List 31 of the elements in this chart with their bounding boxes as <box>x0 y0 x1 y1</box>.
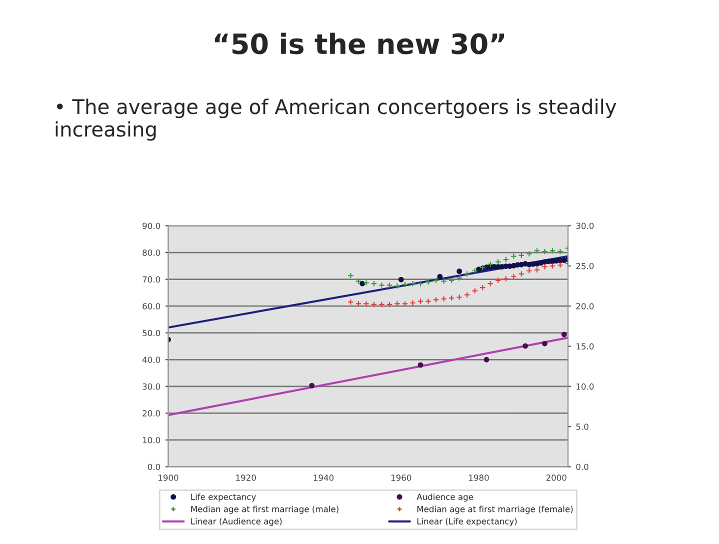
y-tick-label: 0.0 <box>148 464 160 470</box>
y-tick-label: 30.0 <box>142 383 160 390</box>
y2-tick-label: 5.0 <box>576 424 588 430</box>
y2-tick-label: 15.0 <box>576 343 594 350</box>
chart-subtitle: • The average age of American concertgoers is steadily increasing <box>56 98 616 141</box>
y-tick-label: 80.0 <box>142 250 160 256</box>
chart-title: “50 is the new 30” <box>214 32 504 54</box>
y2-tick-label: 30.0 <box>576 222 594 230</box>
y-tick-label: 50.0 <box>142 330 160 336</box>
x-tick-label: 1900 <box>158 474 178 481</box>
x-tick-label: 1960 <box>391 474 412 481</box>
y-tick-label: 10.0 <box>142 436 160 444</box>
legend-label: Linear (Life expectancy) <box>417 518 517 526</box>
y-tick-label: 90.0 <box>142 222 160 230</box>
x-tick-label: 1920 <box>236 474 256 481</box>
legend-label: Life expectancy <box>191 494 256 502</box>
y2-tick-label: 20.0 <box>576 303 594 310</box>
y2-tick-label: 10.0 <box>576 383 594 390</box>
y-tick-label: 20.0 <box>142 410 160 416</box>
y2-tick-label: 25.0 <box>576 262 594 270</box>
legend-label: Linear (Audience age) <box>191 518 282 526</box>
y-tick-label: 40.0 <box>142 356 160 363</box>
legend-label: Median age at first marriage (male) <box>191 506 338 514</box>
y-tick-label: 60.0 <box>142 303 160 310</box>
legend-label: Median age at first marriage (female) <box>417 506 573 514</box>
y2-tick-label: 0.0 <box>576 464 588 470</box>
x-tick-label: 1940 <box>314 474 334 481</box>
legend-label: Audience age <box>416 494 474 502</box>
x-tick-label: 2000 <box>546 474 566 481</box>
y-tick-label: 70.0 <box>142 276 160 283</box>
x-tick-label: 1980 <box>469 474 489 481</box>
